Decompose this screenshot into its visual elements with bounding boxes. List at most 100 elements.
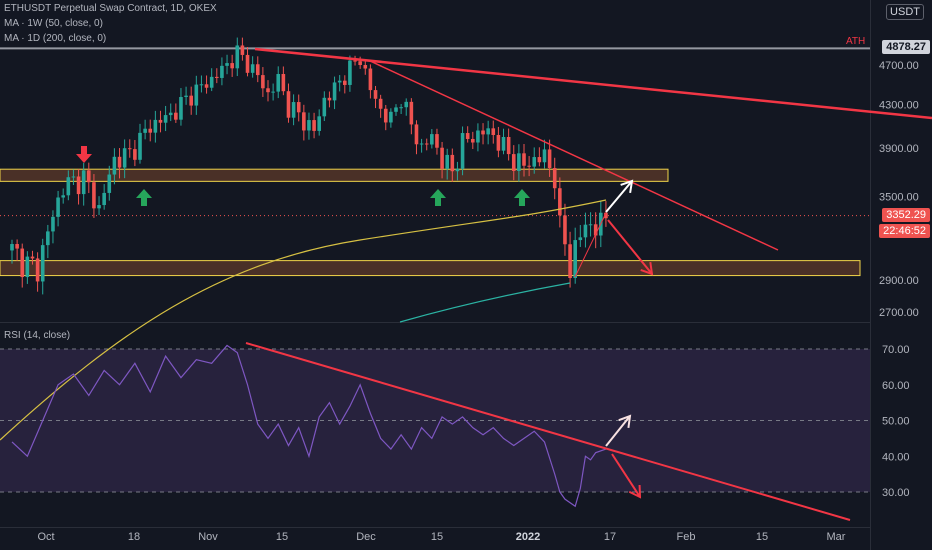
candle-body: [117, 156, 122, 168]
candle-body: [532, 157, 537, 167]
time-tick-15: 15: [756, 531, 768, 543]
candle-body: [317, 116, 321, 131]
candle-body: [604, 212, 608, 219]
candle-body: [148, 128, 153, 133]
candle-body: [276, 73, 281, 92]
candle-body: [332, 82, 337, 101]
candle-body: [501, 137, 506, 151]
time-tick-15: 15: [431, 531, 443, 543]
candle-body: [163, 115, 168, 123]
candle-body: [547, 149, 552, 169]
candle-body: [281, 73, 286, 92]
candle-body: [568, 244, 572, 279]
candle-body: [225, 63, 229, 66]
bullish-projection-arrow-head: [620, 179, 634, 194]
countdown-tag: 22:46:52: [879, 224, 930, 238]
candle-body: [552, 168, 557, 189]
price-tick-4700: 4700.00: [879, 60, 919, 72]
candle-body: [312, 120, 316, 131]
candle-body: [527, 165, 531, 167]
candle-body: [174, 112, 178, 120]
candle-body: [573, 240, 577, 279]
candle-body: [445, 154, 449, 169]
candle-body: [194, 84, 199, 106]
candle-body: [127, 148, 132, 150]
candle-body: [358, 61, 362, 66]
candle-body: [97, 205, 101, 209]
candle-body: [184, 95, 188, 98]
candle-body: [35, 258, 40, 282]
candle-body: [307, 120, 311, 131]
candle-body: [296, 102, 301, 113]
price-tick-2900: 2900.00: [879, 275, 919, 287]
rsi-bearish-arrow: [611, 453, 641, 498]
time-tick-2022: 2022: [516, 531, 540, 543]
candle-body: [491, 128, 496, 136]
time-tick-Dec: Dec: [356, 531, 376, 543]
bearish-projection-arrow-head: [640, 261, 654, 276]
price-tick-3500: 3500.00: [879, 191, 919, 203]
ma-200d-line: [399, 282, 571, 323]
candle-body: [353, 60, 357, 62]
rsi-trendline: [245, 342, 851, 521]
buy-signal-arrow-jan: [514, 189, 530, 206]
rsi-bullish-arrow-head: [618, 414, 632, 429]
candle-body: [230, 63, 234, 69]
candle-body: [563, 215, 567, 245]
candle-body: [435, 134, 439, 148]
candle-body: [30, 256, 35, 259]
time-tick-Nov: Nov: [198, 531, 218, 543]
candle-body: [271, 91, 275, 93]
candle-body: [348, 60, 352, 85]
candle-body: [158, 119, 163, 123]
ma-daily-legend: MA · 1D (200, close, 0): [4, 33, 107, 44]
rsi-line: [11, 344, 607, 508]
candle-body: [460, 133, 465, 169]
candle-body: [102, 192, 106, 206]
candle-body: [76, 176, 81, 195]
candle-body: [389, 111, 393, 123]
candle-body: [343, 80, 347, 85]
candle-body: [112, 156, 117, 175]
rsi-tick-30: 30.00: [882, 487, 910, 499]
rsi-tick-60: 60.00: [882, 380, 910, 392]
candle-body: [204, 84, 209, 88]
resistance-zone: [0, 168, 669, 182]
candle-body: [240, 45, 245, 55]
time-tick-Mar: Mar: [827, 531, 846, 543]
candle-body: [20, 248, 25, 278]
candle-body: [250, 64, 255, 73]
candle-body: [46, 231, 50, 246]
candle-body: [61, 195, 65, 198]
candle-body: [373, 90, 378, 99]
price-tick-3900: 3900.00: [879, 143, 919, 155]
candle-body: [378, 98, 383, 109]
candle-body: [593, 224, 598, 236]
rsi-title: RSI (14, close): [4, 330, 71, 341]
minor-trendline: [367, 59, 779, 251]
candle-body: [383, 108, 388, 123]
candle-body: [450, 154, 455, 172]
candle-body: [56, 197, 60, 217]
candle-body: [404, 101, 409, 108]
candle-body: [368, 68, 373, 91]
last-price-tag: 3352.29: [882, 208, 930, 222]
candle-body: [337, 80, 342, 83]
candle-body: [179, 97, 183, 120]
candle-body: [255, 64, 260, 76]
candle-body: [81, 170, 86, 195]
price-tick-4300: 4300.00: [879, 100, 919, 112]
candle-body: [209, 76, 214, 88]
candle-body: [15, 244, 19, 249]
ma-weekly-legend: MA · 1W (50, close, 0): [4, 18, 103, 29]
rsi-tick-70: 70.00: [882, 344, 910, 356]
currency-button[interactable]: USDT: [886, 4, 924, 20]
sell-signal-arrow: [76, 146, 92, 163]
candle-body: [517, 153, 521, 171]
candle-body: [419, 143, 424, 145]
candle-body: [261, 75, 265, 89]
candle-body: [583, 224, 588, 238]
time-tick-17: 17: [604, 531, 616, 543]
candle-body: [302, 112, 306, 131]
